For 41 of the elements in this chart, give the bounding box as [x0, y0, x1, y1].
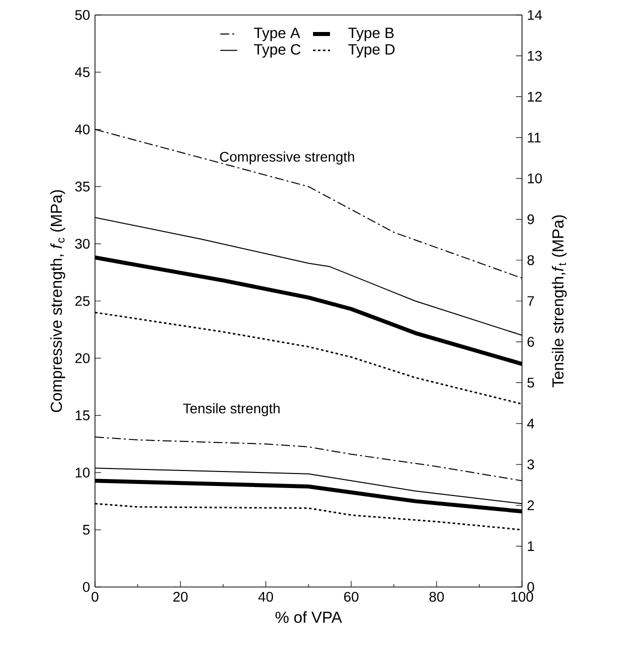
y2-tick-label: 6 [528, 336, 534, 347]
y-tick-label: 20 [75, 353, 90, 364]
y-tick-label: 45 [74, 67, 90, 78]
y-tick-label: 15 [76, 410, 90, 420]
annotation: Tensile strength [183, 403, 280, 416]
y2-tick-label: 0 [527, 582, 534, 592]
y2-tick-label: 10 [528, 173, 542, 184]
y2-tick-label: 13 [528, 50, 542, 61]
legend-label: Type A [254, 28, 300, 42]
y2-tick-label: 11 [528, 132, 541, 142]
annotation: Compressive strength [220, 151, 354, 164]
x-tick-label: 80 [429, 592, 444, 602]
y-tick-label: 40 [74, 124, 90, 134]
legend-label: Type B [348, 28, 394, 42]
y2-tick-label: 12 [528, 92, 542, 102]
legend-label: Type C [254, 44, 300, 58]
y2-tick-label: 1 [528, 541, 534, 551]
y2-tick-label: 8 [527, 255, 534, 266]
y-tick-label: 50 [75, 10, 90, 20]
y-tick-label: 25 [75, 296, 90, 306]
y2-tick-label: 4 [527, 418, 534, 428]
y-tick-label: 10 [76, 468, 90, 478]
y2-tick-label: 5 [527, 378, 534, 388]
y2-axis-title: Tensile strength,f$_{t}$ (MPa) [552, 215, 567, 388]
x-tick-label: 100 [511, 592, 534, 602]
x-tick-label: 60 [344, 592, 358, 602]
y-tick-label: 30 [75, 238, 90, 249]
x-tick-label: 40 [258, 592, 274, 602]
x-tick-label: 0 [92, 592, 98, 602]
y2-tick-label: 9 [528, 214, 534, 224]
y-tick-label: 35 [75, 182, 90, 192]
y2-tick-label: 7 [528, 296, 534, 306]
x-tick-label: 20 [173, 592, 188, 602]
y-tick-label: 5 [82, 524, 90, 535]
legend-label: Type D [348, 44, 395, 58]
y-axis-title: Compressive strength, f$_{c}$ (MPa) [50, 190, 66, 412]
y2-tick-label: 3 [527, 459, 534, 470]
y2-tick-label: 14 [528, 10, 542, 20]
y-tick-label: 0 [82, 582, 90, 592]
x-axis-title: % of VPA [276, 611, 342, 623]
y2-tick-label: 2 [528, 500, 534, 510]
